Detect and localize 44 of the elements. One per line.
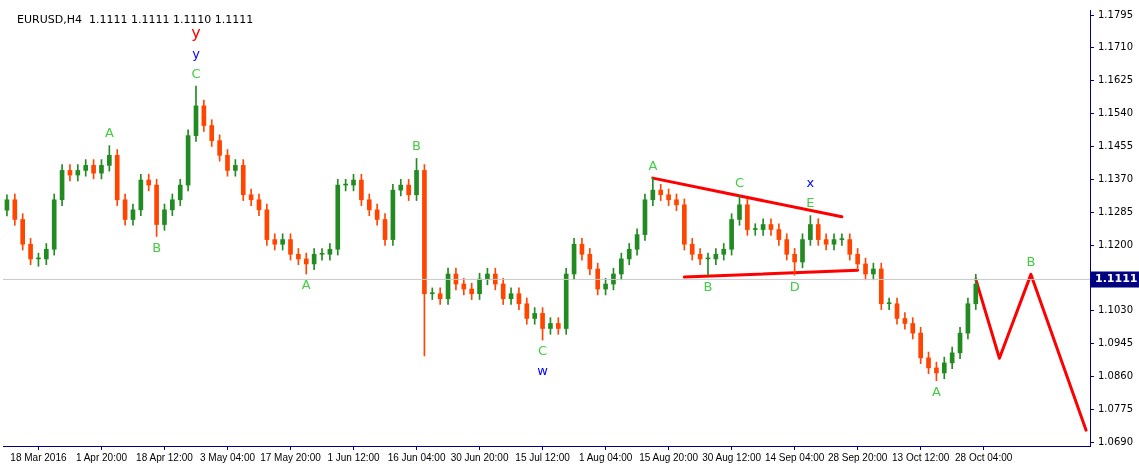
y-tick-label: 1.0945 (1098, 337, 1134, 349)
text: C w (537, 343, 548, 379)
x-tick-label: 28 Oct 04:00 (955, 451, 1013, 463)
x-tick-label: 30 Jun 20:00 (450, 451, 509, 463)
x-tick-label: 1 Aug 04:00 (578, 451, 633, 463)
y-tick-label: 1.1030 (1098, 304, 1134, 316)
text: y y C (191, 23, 201, 81)
y-tick-label: 1.1540 (1098, 107, 1134, 119)
x-tick-label: 1 Jun 12:00 (327, 451, 381, 463)
text: D (789, 278, 800, 294)
y-tick-label: 1.1370 (1098, 172, 1134, 184)
ref-line-label: 1.1111 (1095, 272, 1138, 286)
y-tick-label: 1.1795 (1098, 8, 1134, 20)
y-tick-label: 1.0690 (1098, 435, 1134, 447)
x-tick-label: 18 Mar 2016 (10, 451, 67, 463)
text: B (152, 239, 162, 255)
x-tick-label: 15 Aug 20:00 (639, 451, 699, 463)
text: x E (806, 175, 815, 211)
x-tick-label: 18 Apr 12:00 (136, 451, 194, 463)
x-tick-label: 1 Apr 20:00 (75, 451, 128, 463)
x-tick-label: 13 Oct 12:00 (892, 451, 950, 463)
x-tick-label: 16 Jun 04:00 (387, 451, 446, 463)
text: A (301, 277, 311, 293)
y-tick-label: 1.1200 (1098, 238, 1134, 250)
x-tick-label: 14 Sep 04:00 (764, 451, 825, 463)
y-tick-label: 1.1625 (1098, 74, 1134, 86)
x-tick-label: 28 Sep 20:00 (827, 451, 888, 463)
text: C (734, 175, 745, 191)
text: A (931, 384, 941, 400)
text: B (412, 137, 421, 153)
chart-title: EURUSD,H4 1.1111 1.1111 1.1110 1.1111 (17, 12, 254, 26)
x-tick-label: 3 May 04:00 (199, 451, 256, 463)
y-tick-label: 1.0775 (1098, 402, 1134, 414)
text: A (648, 157, 658, 173)
x-tick-label: 17 May 20:00 (260, 451, 322, 463)
x-tick-label: 30 Aug 12:00 (702, 451, 762, 463)
y-tick-label: 1.1285 (1098, 205, 1134, 217)
y-tick-label: 1.1455 (1098, 140, 1134, 152)
y-tick-label: 1.0860 (1098, 370, 1134, 382)
y-tick-label: 1.1710 (1098, 41, 1134, 53)
x-tick-label: 15 Jul 12:00 (515, 451, 571, 463)
data-label: B (1026, 253, 1036, 269)
text: A (104, 125, 114, 141)
text: B (703, 278, 713, 294)
